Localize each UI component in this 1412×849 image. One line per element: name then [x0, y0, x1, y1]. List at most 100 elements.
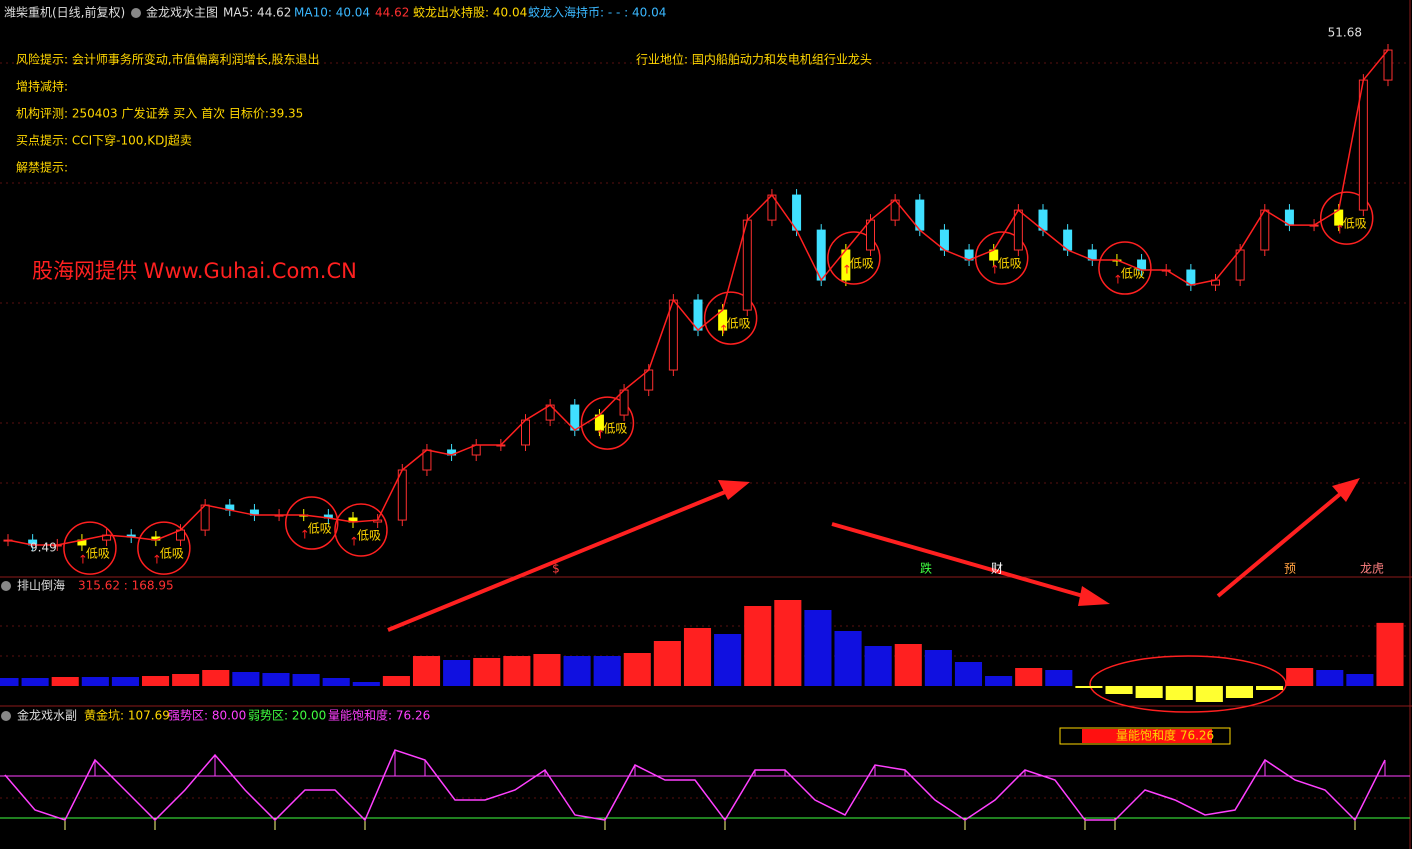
- energy-bar: [653, 641, 681, 686]
- energy-bar: [1346, 674, 1374, 686]
- energy-bar: [292, 674, 320, 686]
- energy-bar: [21, 678, 49, 686]
- energy-fill: [1082, 729, 1212, 743]
- energy-bar: [262, 673, 290, 686]
- candle-body: [397, 469, 407, 521]
- energy-bar: [1165, 686, 1193, 700]
- energy-bar: [533, 654, 561, 686]
- signal-label: 低吸: [86, 547, 110, 561]
- info-line: 买点提示: CCI下穿-100,KDJ超卖: [16, 133, 192, 148]
- panel2-readout: 315.62 : 168.95: [78, 579, 174, 593]
- panel3-title: 金龙戏水副: [17, 708, 77, 723]
- energy-box-label: 量能饱和度 76.26: [1116, 728, 1214, 743]
- candle-body: [816, 229, 826, 281]
- signal-label: 低吸: [308, 522, 332, 536]
- energy-bar: [443, 660, 471, 686]
- signal-arrow: ↑: [842, 263, 852, 277]
- signal-circle: [1319, 191, 1374, 245]
- stock-name: 潍柴重机(日线,前复权): [4, 5, 125, 20]
- energy-bar: [1376, 622, 1404, 686]
- signal-circle: [1098, 241, 1152, 295]
- energy-bar: [352, 682, 380, 686]
- signal-arrow: ↑: [152, 553, 162, 567]
- energy-bar: [985, 676, 1013, 686]
- signal-arrow: ↑: [349, 535, 359, 549]
- candle-body: [1013, 209, 1023, 251]
- signal-label: 低吸: [1343, 217, 1367, 231]
- energy-bar: [563, 656, 591, 686]
- signal-circle: [334, 503, 388, 557]
- energy-bar: [623, 653, 651, 686]
- signal-arrow: ↑: [719, 323, 729, 337]
- energy-bar: [111, 677, 139, 686]
- energy-bar: [503, 656, 531, 686]
- signal-circle: [703, 291, 758, 345]
- oscillator-line: [4, 749, 1386, 822]
- signal-arrow: ↑: [300, 528, 310, 542]
- energy-bar: [322, 678, 350, 686]
- energy-bar: [1105, 686, 1133, 694]
- gold: 黄金坑: 107.69: [84, 708, 170, 723]
- energy-bar: [864, 646, 892, 686]
- info-line: 解禁提示:: [16, 160, 68, 175]
- hold: 蛟龙出水持股: 40.04: [413, 5, 527, 20]
- signal-arrow: ↑: [1113, 273, 1123, 287]
- ma5: MA5: 44.62: [223, 6, 291, 20]
- signal-circle: [137, 521, 191, 575]
- candle-body: [1358, 79, 1368, 211]
- signal-label: 低吸: [998, 257, 1022, 271]
- signal-arrow: ↑: [1335, 223, 1345, 237]
- energy-bar: [202, 670, 230, 686]
- info-line: 增持减持:: [16, 79, 68, 94]
- signal-label: 低吸: [603, 422, 627, 436]
- grid: [0, 62, 1410, 799]
- event-marker: 跌: [920, 561, 932, 576]
- energy-bar: [774, 600, 802, 686]
- energy-bar: [683, 628, 712, 686]
- signal-circle: [63, 521, 117, 575]
- energy-bar: [1195, 686, 1223, 702]
- energy-bar: [1256, 686, 1284, 690]
- energy-bar: [1225, 686, 1254, 698]
- ma10: MA10: 40.04: [294, 6, 370, 20]
- max-marker: 51.68: [1328, 25, 1362, 39]
- toggle-icon[interactable]: [131, 8, 141, 18]
- arrows: [387, 478, 1360, 632]
- event-marker: 财: [991, 562, 1003, 576]
- energy-bar: [0, 678, 19, 686]
- energy-bar: [954, 662, 983, 686]
- event-marker: 龙虎: [1360, 562, 1384, 576]
- energy-box: [1059, 727, 1231, 745]
- info-line: 风险提示: 会计师事务所变动,市值偏离利润增长,股东退出: [16, 52, 320, 67]
- energy-bar: [1045, 670, 1073, 686]
- energy-bar: [1286, 668, 1314, 686]
- info-line: 机构评测: 250403 广发证券 买入 首次 目标价:39.35: [16, 106, 303, 121]
- close-line: [7, 49, 1389, 546]
- signal-circle: [284, 496, 339, 550]
- event-marker: 预: [1284, 562, 1296, 576]
- indicator-name: 金龙戏水主图: [146, 5, 218, 20]
- signal-label: 低吸: [727, 317, 751, 331]
- signal-label: 低吸: [357, 529, 381, 543]
- energy-bar: [81, 677, 109, 686]
- energy-bar: [834, 631, 862, 686]
- signal-circle: [580, 396, 635, 450]
- energy-bar: [1075, 686, 1103, 688]
- energy-bar: [412, 656, 441, 686]
- candle-body: [742, 219, 752, 311]
- signal-label: 低吸: [850, 257, 874, 271]
- signal-label: 低吸: [160, 547, 184, 561]
- energy-bar: [473, 658, 501, 686]
- signal-arrow: ↑: [990, 263, 1000, 277]
- panel2-title: 排山倒海: [17, 578, 65, 593]
- industry: 行业地位: 国内船舶动力和发电机组行业龙头: [636, 52, 872, 67]
- toggle-icon[interactable]: [1, 711, 11, 721]
- energy-bar: [924, 650, 952, 686]
- energy-bar: [51, 677, 79, 686]
- sell: 蛟龙入海持币: - - : 40.04: [528, 5, 666, 20]
- highlight-ellipse: [1089, 655, 1287, 713]
- energy-bar: [744, 606, 772, 686]
- toggle-icon[interactable]: [1, 581, 11, 591]
- energy-bar: [1015, 668, 1043, 686]
